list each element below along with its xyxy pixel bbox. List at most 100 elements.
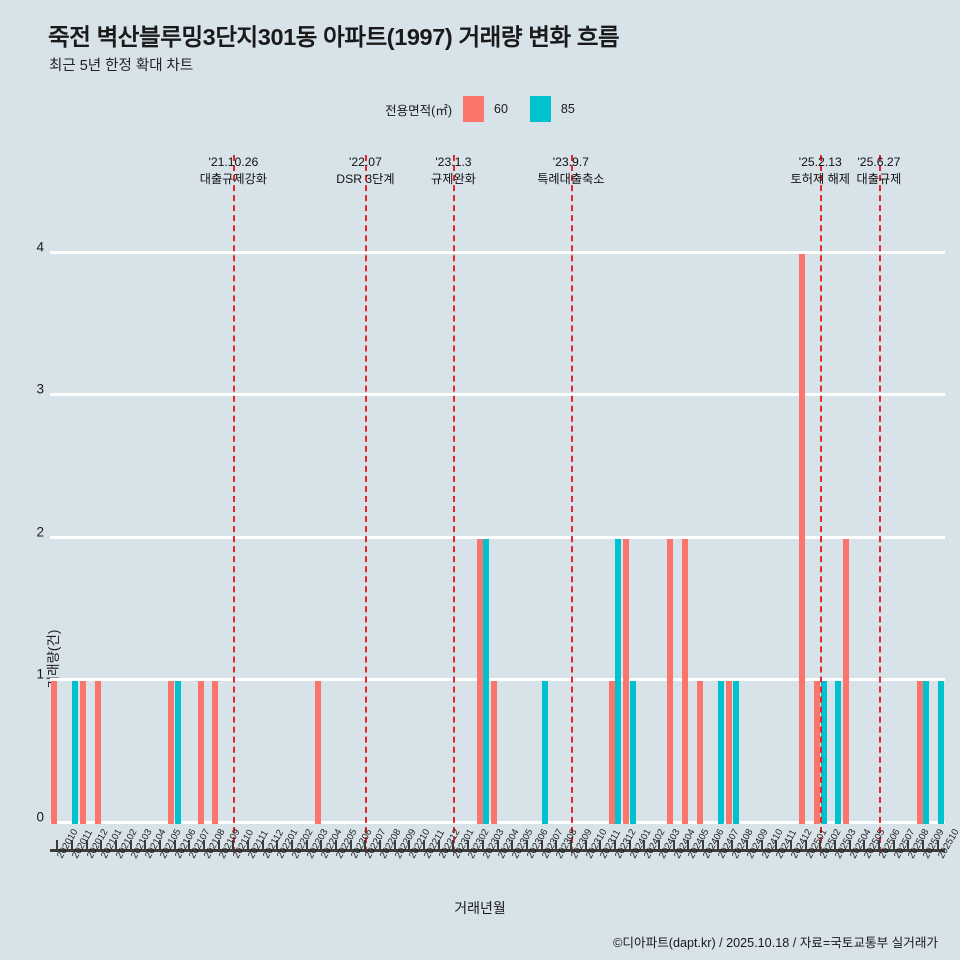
bar-60-202106[interactable] (168, 681, 175, 824)
bar-85-202408[interactable] (732, 681, 739, 824)
bar-85-202510[interactable] (937, 681, 944, 824)
bar-60-202509[interactable] (916, 681, 923, 824)
bar-85-202307[interactable] (541, 681, 548, 824)
x-tick-202303 (481, 840, 484, 849)
x-tick-202207 (364, 840, 367, 849)
event-date-202309: '23.9.7 (552, 155, 589, 169)
event-name-202309: 특례대출축소 (537, 172, 605, 186)
event-line-202502 (820, 155, 823, 853)
x-tick-202203 (305, 840, 308, 849)
x-tick-202312 (613, 840, 616, 849)
x-tick-202101 (100, 840, 103, 849)
x-tick-202206 (349, 840, 352, 849)
x-tick-202210 (408, 840, 411, 849)
gridline-y-0 (50, 821, 945, 824)
y-tick-label-1: 1 (36, 666, 44, 682)
bar-60-202303[interactable] (476, 538, 483, 824)
x-tick-202209 (393, 840, 396, 849)
x-tick-202510 (936, 840, 939, 849)
bar-60-202502[interactable] (813, 681, 820, 824)
x-tick-202307 (540, 840, 543, 849)
bar-60-202406[interactable] (696, 681, 703, 824)
x-tick-202503 (833, 840, 836, 849)
bar-85-202312[interactable] (615, 538, 622, 824)
bar-60-202408[interactable] (725, 681, 732, 824)
event-label-202301: '23.1.3 규제완화 (431, 154, 476, 188)
gridline-y-3 (50, 393, 945, 397)
bar-85-202502[interactable] (820, 681, 827, 824)
event-date-202506: '25.6.27 (857, 155, 901, 169)
x-tick-202301 (452, 840, 455, 849)
x-tick-202112 (261, 840, 264, 849)
x-tick-202409 (745, 840, 748, 849)
bar-60-202312[interactable] (608, 681, 615, 824)
bar-85-202401[interactable] (629, 681, 636, 824)
event-line-202506 (878, 155, 881, 853)
x-tick-202106 (173, 840, 176, 849)
bar-85-202503[interactable] (835, 681, 842, 824)
bar-60-202012[interactable] (80, 681, 87, 824)
x-tick-202504 (848, 840, 851, 849)
x-tick-202509 (921, 840, 924, 849)
legend-entry-85[interactable]: 85 (529, 96, 575, 122)
bar-60-202108[interactable] (197, 681, 204, 824)
bar-85-202303[interactable] (483, 538, 490, 824)
y-tick-label-4: 4 (36, 239, 44, 255)
event-line-202301 (453, 155, 456, 853)
bar-85-202509[interactable] (923, 681, 930, 824)
x-tick-202310 (584, 840, 587, 849)
x-tick-202505 (863, 840, 866, 849)
gridline-y-4 (50, 250, 945, 254)
x-tick-202201 (276, 840, 279, 849)
x-tick-202010 (56, 840, 59, 849)
event-date-202110: '21.10.26 (208, 155, 259, 169)
x-tick-202205 (335, 840, 338, 849)
x-tick-202507 (892, 840, 895, 849)
x-tick-202401 (628, 840, 631, 849)
bar-85-202011[interactable] (72, 681, 79, 824)
x-tick-202109 (217, 840, 220, 849)
x-tick-202105 (159, 840, 162, 849)
bar-60-202401[interactable] (623, 538, 630, 824)
event-label-202506: '25.6.27 대출규제 (857, 154, 902, 188)
legend-entry-60[interactable]: 60 (463, 96, 530, 122)
bar-60-202109[interactable] (212, 681, 219, 824)
x-tick-202410 (760, 840, 763, 849)
x-tick-202405 (687, 840, 690, 849)
x-tick-202306 (525, 840, 528, 849)
event-date-202207: '22.07 (349, 155, 382, 169)
event-date-202301: '23.1.3 (435, 155, 472, 169)
event-name-202502: 토허제 해제 (790, 172, 851, 186)
event-name-202506: 대출규제 (856, 172, 902, 186)
x-tick-202208 (379, 840, 382, 849)
legend-label-60: 60 (494, 102, 508, 116)
x-tick-202204 (320, 840, 323, 849)
x-tick-202311 (599, 840, 602, 849)
x-tick-202111 (247, 840, 250, 849)
x-tick-202211 (423, 840, 426, 849)
bar-60-202304[interactable] (491, 681, 498, 824)
x-tick-202501 (804, 840, 807, 849)
bar-60-202010[interactable] (51, 681, 58, 824)
bar-85-202407[interactable] (717, 681, 724, 824)
event-name-202207: DSR 3단계 (336, 172, 395, 186)
y-tick-label-3: 3 (36, 381, 44, 397)
event-label-202502: '25.2.13 토허제 해제 (791, 154, 850, 188)
x-axis-label: 거래년월 (454, 900, 506, 916)
bar-60-202101[interactable] (95, 681, 102, 824)
bar-60-202204[interactable] (315, 681, 322, 824)
x-tick-202102 (115, 840, 118, 849)
bar-60-202405[interactable] (681, 538, 688, 824)
event-line-202309 (570, 155, 573, 853)
event-name-202301: 규제완화 (431, 172, 476, 186)
event-line-202110 (233, 155, 236, 853)
x-tick-202302 (467, 840, 470, 849)
bar-60-202501[interactable] (799, 253, 806, 824)
chart-legend: 전용면적(㎡) 60 85 (0, 96, 960, 122)
bar-60-202404[interactable] (667, 538, 674, 824)
x-tick-202406 (701, 840, 704, 849)
event-label-202309: '23.9.7 특례대출축소 (537, 154, 604, 188)
bar-60-202504[interactable] (843, 538, 850, 824)
bar-85-202106[interactable] (175, 681, 181, 824)
